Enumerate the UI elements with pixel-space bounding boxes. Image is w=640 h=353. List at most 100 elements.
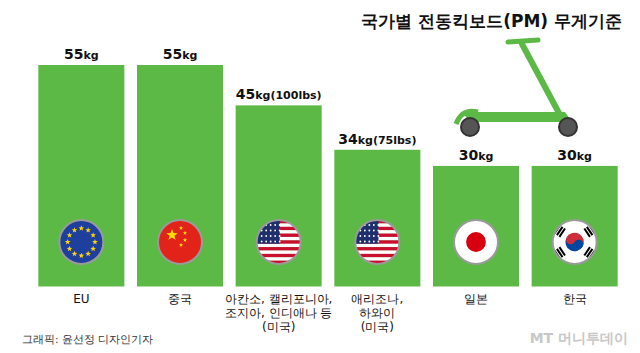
flag-star: [67, 232, 73, 237]
x-tick-label-line: (미국): [262, 320, 295, 334]
data-label-unit: kg: [182, 49, 197, 62]
flag-star: [373, 241, 375, 243]
flag: [257, 220, 301, 264]
x-tick-label-line: 애리조나,: [351, 292, 403, 306]
baseline: [32, 287, 624, 288]
flag-star: [85, 227, 91, 232]
scooter-wheel: [461, 118, 479, 136]
flag-stripe: [355, 250, 399, 254]
flag-star: [364, 235, 366, 237]
flag-star: [90, 246, 96, 251]
flag-star: [270, 230, 272, 232]
flag-star: [67, 246, 73, 251]
flag-star: [183, 238, 187, 242]
flag-star: [279, 241, 281, 243]
flag-star: [270, 241, 272, 243]
x-tick-label: 아칸소, 캘리포니아,조지아, 인디애나 등(미국): [225, 292, 332, 334]
flag: [553, 220, 597, 264]
x-tick-label-line: 한국: [563, 292, 587, 306]
data-label-unit: kg: [577, 150, 592, 163]
flag-star: [261, 235, 263, 237]
flag-star: [279, 230, 281, 232]
flag: [158, 220, 202, 264]
chart-root: 국가별 전동킥보드(PM) 무게기준55kg55kg45kg(100lbs)34…: [0, 0, 640, 353]
flag-sun: [466, 232, 486, 252]
data-label-number: 55: [64, 46, 83, 62]
flag-ring: [257, 220, 301, 264]
scooter-stem: [522, 44, 560, 115]
x-tick-label: 애리조나,하와이(미국): [351, 292, 403, 334]
flag-star: [373, 230, 375, 232]
flag-star: [377, 235, 379, 237]
flag-ring: [158, 220, 202, 264]
flag-star: [368, 235, 370, 237]
flag-stripe: [257, 244, 301, 248]
flag-star: [166, 229, 177, 240]
flag-field: [454, 220, 498, 264]
flag-star: [364, 241, 366, 243]
data-label-number: 30: [459, 147, 479, 163]
flag-stripe: [355, 247, 399, 251]
flag-star: [377, 224, 379, 226]
flag-star: [377, 230, 379, 232]
flag-star: [265, 235, 267, 237]
flag-star: [274, 241, 276, 243]
data-label-unit: kg: [478, 150, 493, 163]
scooter-icon: [456, 40, 577, 136]
flag-star: [65, 239, 71, 244]
data-label: 30kg: [557, 147, 592, 163]
bar: [137, 65, 223, 287]
data-label-unit: kg: [83, 49, 98, 62]
flag-star: [78, 253, 84, 258]
flag-star: [359, 224, 361, 226]
flag-star: [364, 230, 366, 232]
data-label: 45kg(100lbs): [236, 86, 322, 102]
chart-svg: 국가별 전동킥보드(PM) 무게기준55kg55kg45kg(100lbs)34…: [0, 0, 640, 353]
x-tick-label-line: 중국: [168, 292, 192, 306]
data-label-number: 55: [163, 46, 182, 62]
bar: [532, 166, 618, 287]
watermark: MT 머니투데이: [530, 330, 628, 346]
x-tick-label-line: EU: [73, 292, 89, 306]
x-tick-label-line: 하와이: [359, 306, 395, 320]
flag-ring: [553, 220, 597, 264]
flag-stripe: [257, 247, 301, 251]
data-label: 30kg: [459, 147, 494, 163]
bar: [38, 65, 124, 287]
data-label-number: 30: [557, 147, 577, 163]
source: 그래픽: 윤선정 디자인기자: [22, 333, 153, 345]
flag-star: [274, 230, 276, 232]
flag-star: [373, 224, 375, 226]
scooter-deck: [462, 112, 572, 122]
x-tick-label-line: 아칸소, 캘리포니아,: [225, 292, 332, 306]
flag-star: [368, 224, 370, 226]
flag-star: [274, 224, 276, 226]
flag-star: [274, 235, 276, 237]
title: 국가별 전동킥보드(PM) 무게기준: [361, 11, 622, 31]
flag-star: [359, 235, 361, 237]
flag-star: [90, 232, 96, 237]
data-label-unit: kg(100lbs): [255, 89, 321, 102]
flag-star: [368, 230, 370, 232]
flag-star: [368, 241, 370, 243]
x-tick-label: 한국: [563, 292, 587, 306]
flag-star: [78, 225, 84, 230]
bars: [38, 65, 617, 287]
flag-star: [265, 230, 267, 232]
flag-star: [279, 224, 281, 226]
bar: [334, 150, 420, 287]
flag-stripe: [257, 250, 301, 254]
flag-star: [270, 235, 272, 237]
flag-star: [377, 241, 379, 243]
flag-star: [183, 231, 187, 235]
data-label-number: 34: [338, 131, 358, 147]
data-label-number: 45: [236, 86, 255, 102]
flag-star: [373, 235, 375, 237]
flag: [454, 220, 498, 264]
data-label: 55kg: [64, 46, 99, 62]
x-tick-label: 중국: [168, 292, 192, 306]
x-tick-label: EU: [73, 292, 89, 306]
flag-field: [553, 220, 597, 264]
flag-star: [279, 235, 281, 237]
flag-star: [92, 239, 98, 244]
